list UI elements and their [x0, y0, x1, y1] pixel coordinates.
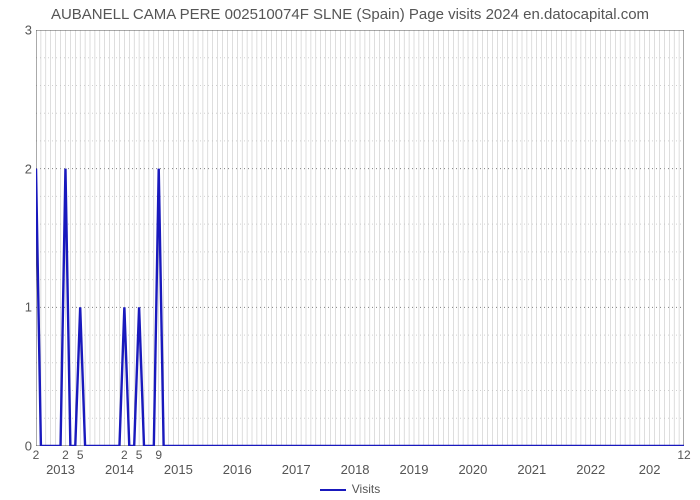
x-month-label: 2 [121, 448, 128, 462]
x-year-label: 2015 [164, 462, 193, 477]
y-tick-label: 1 [4, 300, 32, 315]
x-month-label: 2 [62, 448, 69, 462]
x-edge-label: 12 [677, 448, 690, 462]
x-year-label: 2021 [517, 462, 546, 477]
x-year-label: 2019 [400, 462, 429, 477]
y-tick-label: 3 [4, 23, 32, 38]
chart-legend: Visits [0, 482, 700, 496]
legend-swatch [320, 489, 346, 491]
x-year-label: 2013 [46, 462, 75, 477]
chart-plot [36, 30, 684, 446]
x-month-label: 5 [136, 448, 143, 462]
x-month-label: 9 [155, 448, 162, 462]
legend-label: Visits [352, 482, 380, 496]
x-year-label: 2020 [458, 462, 487, 477]
x-year-label: 2018 [341, 462, 370, 477]
x-year-label: 202 [639, 462, 661, 477]
x-edge-label: 2 [33, 448, 40, 462]
y-tick-label: 0 [4, 439, 32, 454]
x-year-label: 2022 [576, 462, 605, 477]
chart-container: AUBANELL CAMA PERE 002510074F SLNE (Spai… [0, 0, 700, 500]
chart-title: AUBANELL CAMA PERE 002510074F SLNE (Spai… [0, 6, 700, 23]
x-year-label: 2014 [105, 462, 134, 477]
y-tick-label: 2 [4, 161, 32, 176]
x-year-label: 2016 [223, 462, 252, 477]
x-month-label: 5 [77, 448, 84, 462]
x-year-label: 2017 [282, 462, 311, 477]
